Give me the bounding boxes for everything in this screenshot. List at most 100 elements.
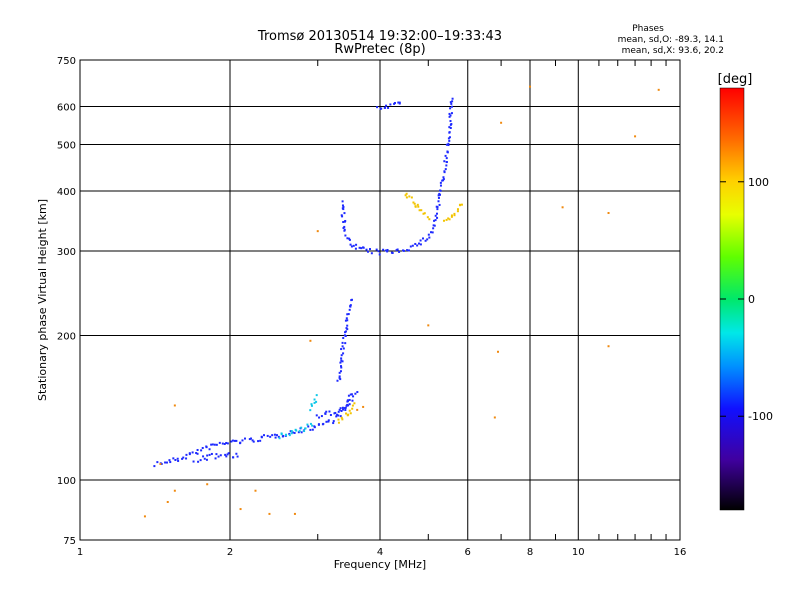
data-point — [423, 212, 426, 215]
data-point — [239, 441, 242, 444]
data-point — [349, 304, 352, 307]
y-axis-label: Stationary phase Virtual Height [km] — [36, 199, 49, 401]
data-point — [347, 404, 350, 407]
data-point — [143, 515, 146, 518]
data-point — [339, 370, 342, 373]
data-point — [174, 459, 177, 462]
data-point — [439, 189, 442, 192]
data-point — [436, 216, 439, 219]
data-point — [339, 378, 342, 381]
data-point — [335, 415, 338, 418]
data-point — [370, 252, 373, 255]
data-point — [200, 449, 203, 452]
x-tick-label: 16 — [674, 547, 687, 558]
data-point — [561, 206, 564, 209]
data-point — [166, 500, 169, 503]
data-point — [153, 465, 156, 468]
data-point — [396, 248, 399, 251]
data-point — [343, 225, 346, 228]
data-point — [398, 250, 401, 253]
data-point — [447, 217, 450, 220]
data-point — [213, 443, 216, 446]
grid-lines — [80, 60, 680, 540]
data-point — [176, 457, 179, 460]
data-point — [214, 457, 217, 460]
data-point — [273, 433, 276, 436]
x-tick-label: 1 — [77, 547, 83, 558]
data-point — [337, 414, 340, 417]
data-point — [414, 205, 417, 208]
data-point — [341, 406, 344, 409]
data-point — [349, 393, 352, 396]
axis-ticks: 1 2 4 6 8 10 16 75 100 200 300 400 500 600 750 — [57, 56, 686, 558]
data-point — [449, 127, 452, 130]
data-point — [434, 219, 437, 222]
data-point — [310, 404, 313, 407]
data-point — [433, 219, 436, 222]
data-point — [208, 453, 211, 456]
data-point — [325, 410, 328, 413]
data-point — [453, 212, 456, 215]
data-point — [309, 409, 312, 412]
data-point — [248, 438, 251, 441]
x-tick-label: 4 — [377, 547, 383, 558]
data-point — [350, 298, 353, 301]
data-point — [185, 453, 188, 456]
data-point — [289, 430, 292, 433]
data-point — [168, 459, 171, 462]
data-point — [232, 456, 235, 459]
data-point — [327, 420, 330, 423]
data-point — [293, 431, 296, 434]
data-point — [409, 245, 412, 248]
data-point — [449, 120, 452, 123]
data-point — [437, 200, 440, 203]
data-point — [310, 403, 313, 406]
data-point — [227, 452, 230, 455]
data-point — [177, 459, 180, 462]
data-point — [360, 247, 363, 250]
data-point — [344, 219, 347, 222]
data-point — [221, 442, 224, 445]
data-point — [239, 508, 242, 511]
data-point — [427, 233, 430, 236]
data-point — [199, 459, 202, 462]
data-points — [143, 85, 660, 518]
data-point — [445, 143, 448, 146]
data-point — [410, 196, 413, 199]
data-point — [442, 219, 445, 222]
y-tick-label: 300 — [57, 247, 76, 258]
data-point — [332, 420, 335, 423]
data-point — [448, 139, 451, 142]
data-point — [343, 229, 346, 232]
data-point — [657, 88, 660, 91]
data-point — [449, 114, 452, 117]
data-point — [496, 350, 499, 353]
data-point — [282, 434, 285, 437]
data-point — [250, 437, 253, 440]
data-point — [453, 214, 456, 217]
data-point — [450, 215, 453, 218]
data-point — [447, 142, 450, 145]
data-point — [424, 239, 427, 242]
data-point — [340, 365, 343, 368]
data-point — [346, 399, 349, 402]
data-point — [443, 171, 446, 174]
data-point — [351, 407, 354, 410]
data-point — [418, 209, 421, 212]
data-point — [346, 324, 349, 327]
data-point — [173, 404, 176, 407]
data-point — [226, 453, 229, 456]
data-point — [340, 366, 343, 369]
data-point — [443, 160, 446, 163]
data-point — [291, 431, 294, 434]
data-point — [251, 439, 254, 442]
data-point — [297, 431, 300, 434]
stats-line-o: mean, sd,O: -89.3, 14.1 — [618, 35, 724, 45]
data-point — [340, 348, 343, 351]
data-point — [280, 432, 283, 435]
data-point — [412, 201, 415, 204]
data-point — [451, 100, 454, 103]
data-point — [356, 391, 359, 394]
data-point — [395, 249, 398, 252]
